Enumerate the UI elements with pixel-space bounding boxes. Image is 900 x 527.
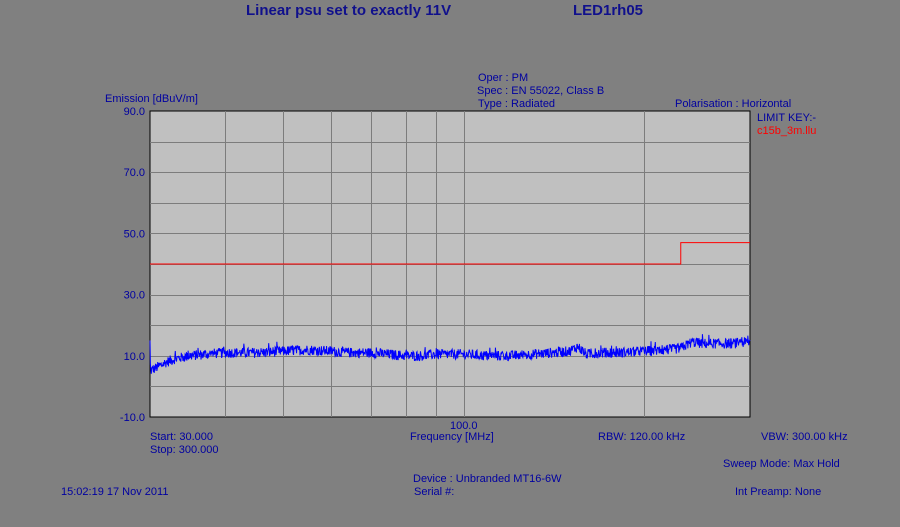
emission-trace: [149, 334, 751, 374]
spec-label: Spec : EN 55022, Class B: [477, 85, 605, 97]
sweep-mode-label: Sweep Mode: Max Hold: [723, 458, 840, 470]
limit-line: [150, 242, 750, 265]
limit-file-label: c15b_3m.llu: [757, 125, 817, 137]
stop-frequency: Stop: 300.000: [150, 444, 219, 456]
int-preamp-label: Int Preamp: None: [735, 486, 822, 498]
timestamp: 15:02:19 17 Nov 2011: [61, 486, 169, 498]
device-label: Device : Unbranded MT16-6W: [413, 473, 562, 485]
start-frequency: Start: 30.000: [150, 431, 213, 443]
y-tick-label: 90.0: [124, 106, 145, 118]
y-tick-label: -10.0: [120, 412, 145, 424]
limit-key-label: LIMIT KEY:-: [757, 112, 817, 124]
y-tick-label: 30.0: [124, 290, 145, 302]
type-label: Type : Radiated: [478, 98, 556, 110]
x-axis-label: Frequency [MHz]: [410, 431, 494, 443]
x-tick-label: 100.0: [450, 420, 478, 432]
polarisation-label: Polarisation : Horizontal: [675, 98, 792, 110]
oper-label: Oper : PM: [478, 72, 529, 84]
file-id: LED1rh05: [573, 2, 644, 19]
chart-title: Linear psu set to exactly 11V: [246, 2, 452, 19]
serial-label: Serial #:: [414, 486, 455, 498]
y-tick-label: 70.0: [124, 167, 145, 179]
y-axis-label: Emission [dBuV/m]: [105, 93, 198, 105]
vbw-label: VBW: 300.00 kHz: [761, 431, 848, 443]
y-tick-label: 50.0: [124, 228, 145, 240]
y-tick-label: 10.0: [124, 351, 145, 363]
rbw-label: RBW: 120.00 kHz: [598, 431, 686, 443]
